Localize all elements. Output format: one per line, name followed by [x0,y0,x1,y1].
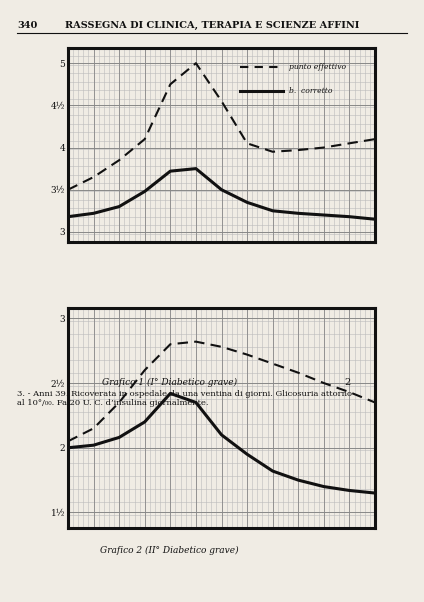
Text: Grafico 2 (II° Diabetico grave): Grafico 2 (II° Diabetico grave) [100,546,239,555]
Text: 2: 2 [345,378,351,387]
Text: RASSEGNA DI CLINICA, TERAPIA E SCIENZE AFFINI: RASSEGNA DI CLINICA, TERAPIA E SCIENZE A… [65,21,359,30]
Text: al 10°/₀₀. Fa 20 U. C. d’insulina giornalmente.: al 10°/₀₀. Fa 20 U. C. d’insulina giorna… [17,399,209,407]
Text: 3. - Anni 39. Ricoverata in ospedale da una ventina di giorni. Glicosuria attorn: 3. - Anni 39. Ricoverata in ospedale da … [17,390,352,398]
Text: b.  corretto: b. corretto [289,87,332,95]
Text: 340: 340 [17,21,37,30]
Text: punto effettivo: punto effettivo [289,63,346,72]
Text: Grafico 1 (I° Diabetico grave): Grafico 1 (I° Diabetico grave) [102,378,237,387]
